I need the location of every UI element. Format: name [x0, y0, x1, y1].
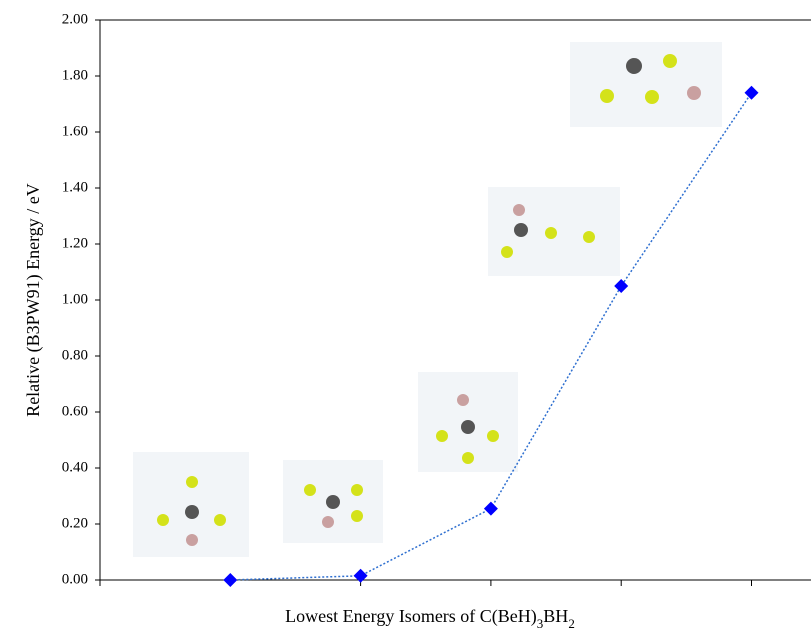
y-tick-label: 0.80 [62, 347, 88, 363]
data-point [614, 279, 628, 293]
y-tick-label: 2.00 [62, 11, 88, 27]
y-tick-label: 1.60 [62, 123, 88, 139]
data-point [745, 86, 759, 100]
data-point [223, 573, 237, 587]
molecule-5 [570, 42, 722, 127]
y-tick-label: 1.80 [62, 67, 88, 83]
y-tick-label: 1.20 [62, 235, 88, 251]
y-tick-label: 1.00 [62, 291, 88, 307]
x-axis-label-part: Lowest Energy Isomers of C(BeH) [285, 606, 537, 627]
y-tick-label: 0.60 [62, 403, 88, 419]
data-point [484, 502, 498, 516]
y-tick-label: 0.40 [62, 459, 88, 475]
data-point [354, 569, 368, 583]
chart: Relative (B3PW91) Energy / eV Lowest Ene… [0, 0, 811, 636]
y-tick-label: 1.40 [62, 179, 88, 195]
y-tick-label: 0.20 [62, 515, 88, 531]
x-axis-label: Lowest Energy Isomers of C(BeH)3BH2 [285, 606, 575, 631]
y-axis-label: Relative (B3PW91) Energy / eV [23, 183, 44, 417]
y-tick-label: 0.00 [62, 571, 88, 587]
x-axis-label-part: 2 [568, 616, 575, 631]
x-axis-label-part: BH [543, 606, 568, 626]
molecule-images [133, 42, 722, 557]
